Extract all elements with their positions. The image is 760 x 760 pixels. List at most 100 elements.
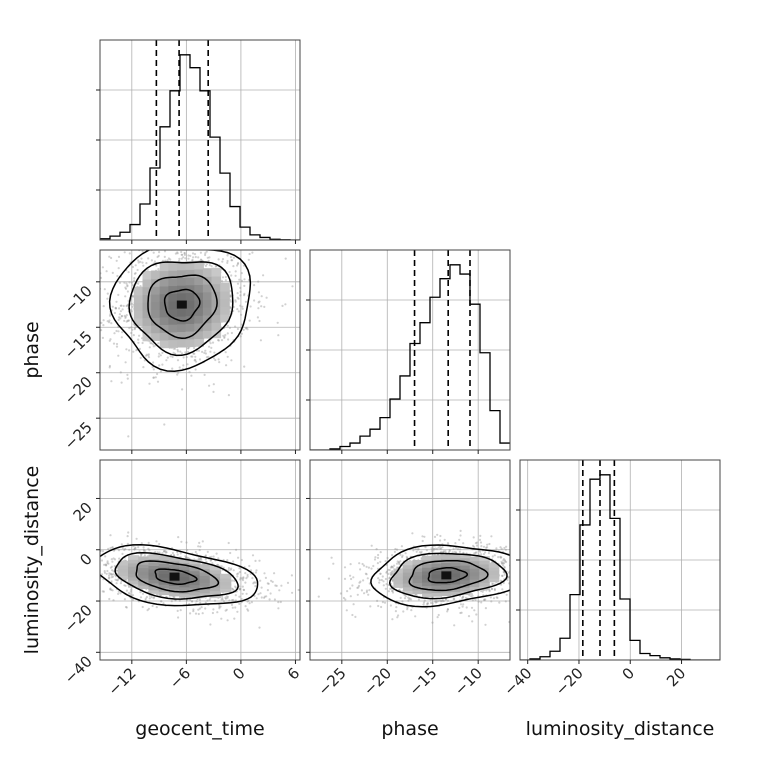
scatter-point	[459, 534, 462, 537]
scatter-group	[70, 229, 294, 438]
scatter-point	[440, 600, 443, 603]
scatter-point	[277, 607, 280, 610]
scatter-point	[114, 306, 117, 309]
density-cell	[128, 562, 140, 567]
scatter-point	[369, 605, 372, 608]
scatter-point	[162, 602, 165, 605]
scatter-point	[156, 255, 159, 259]
scatter-point	[216, 563, 219, 566]
scatter-point	[133, 272, 136, 275]
scatter-point	[225, 608, 228, 611]
density-cell	[450, 583, 462, 589]
density-cell	[142, 324, 153, 334]
scatter-point	[222, 334, 225, 337]
scatter-point	[259, 339, 262, 342]
density-cell	[194, 276, 204, 285]
scatter-point	[127, 591, 130, 595]
scatter-point	[439, 534, 442, 538]
scatter-point	[97, 570, 99, 572]
scatter-point	[199, 545, 202, 548]
scatter-point	[224, 275, 227, 279]
scatter-point	[522, 570, 524, 572]
scatter-point	[152, 597, 155, 600]
scatter-point	[389, 571, 392, 574]
density-cell	[431, 562, 442, 568]
scatter-point	[256, 316, 259, 319]
density-cell	[151, 309, 161, 318]
scatter-point	[185, 356, 188, 359]
scatter-point	[483, 598, 486, 602]
scatter-point	[480, 545, 483, 548]
density-cell	[202, 268, 213, 277]
density-cell	[185, 307, 196, 317]
scatter-point	[123, 251, 126, 254]
scatter-point	[85, 317, 87, 319]
scatter-point	[506, 578, 509, 582]
density-cell	[158, 555, 170, 561]
scatter-point	[416, 548, 419, 551]
scatter-point	[516, 569, 518, 571]
density-cell	[142, 270, 153, 280]
scatter-point	[94, 334, 96, 336]
scatter-point	[121, 546, 124, 550]
scatter-point	[403, 597, 407, 600]
scatter-point	[239, 286, 242, 289]
scatter-point	[121, 331, 124, 334]
scatter-point	[258, 559, 261, 562]
scatter-point	[103, 570, 106, 573]
density-cell	[209, 572, 221, 578]
scatter-point	[233, 579, 236, 583]
scatter-point	[112, 557, 115, 560]
density-cell	[177, 292, 187, 302]
x-tick-label: −20	[360, 664, 395, 699]
scatter-point	[257, 307, 260, 310]
scatter-point	[221, 258, 225, 261]
scatter-point	[192, 352, 195, 355]
scatter-point	[224, 279, 227, 282]
scatter-point	[128, 281, 131, 284]
density-cell	[199, 581, 211, 587]
density-cell	[148, 582, 160, 587]
scatter-point	[396, 616, 399, 619]
scatter-point	[277, 601, 280, 604]
scatter-point	[343, 566, 347, 569]
scatter-point	[405, 555, 408, 559]
scatter-point	[106, 569, 109, 573]
scatter-point	[230, 300, 233, 303]
scatter-point	[204, 554, 207, 557]
x-tick-label: −40	[500, 664, 535, 699]
density-cell	[441, 591, 452, 597]
density-cell	[168, 262, 178, 271]
scatter-point	[117, 590, 120, 593]
scatter-point	[260, 305, 263, 308]
scatter-point	[117, 318, 120, 321]
density-cell	[199, 574, 211, 580]
scatter-point	[147, 607, 150, 610]
density-cell	[138, 563, 150, 569]
scatter-point	[127, 319, 130, 322]
density-cell	[151, 270, 161, 280]
scatter-point	[137, 338, 140, 341]
scatter-point	[200, 606, 203, 609]
density-cell	[159, 270, 170, 279]
scatter-point	[239, 290, 242, 293]
scatter-point	[108, 572, 111, 575]
density-cell	[194, 260, 204, 270]
scatter-point	[190, 600, 194, 603]
scatter-point	[211, 246, 213, 248]
density-cell	[202, 299, 213, 308]
scatter-point	[471, 599, 474, 602]
scatter-point	[195, 600, 198, 603]
scatter-point	[246, 573, 249, 577]
x-tick-label: −6	[166, 664, 194, 692]
scatter-point	[111, 546, 114, 549]
scatter-point	[133, 548, 136, 551]
scatter-point	[130, 302, 133, 305]
scatter-point	[228, 229, 230, 231]
scatter-point	[493, 589, 496, 592]
scatter-point	[417, 598, 420, 601]
density-cell	[179, 572, 191, 577]
scatter-point	[507, 571, 510, 574]
scatter-point	[220, 598, 223, 601]
scatter-point	[70, 374, 72, 376]
